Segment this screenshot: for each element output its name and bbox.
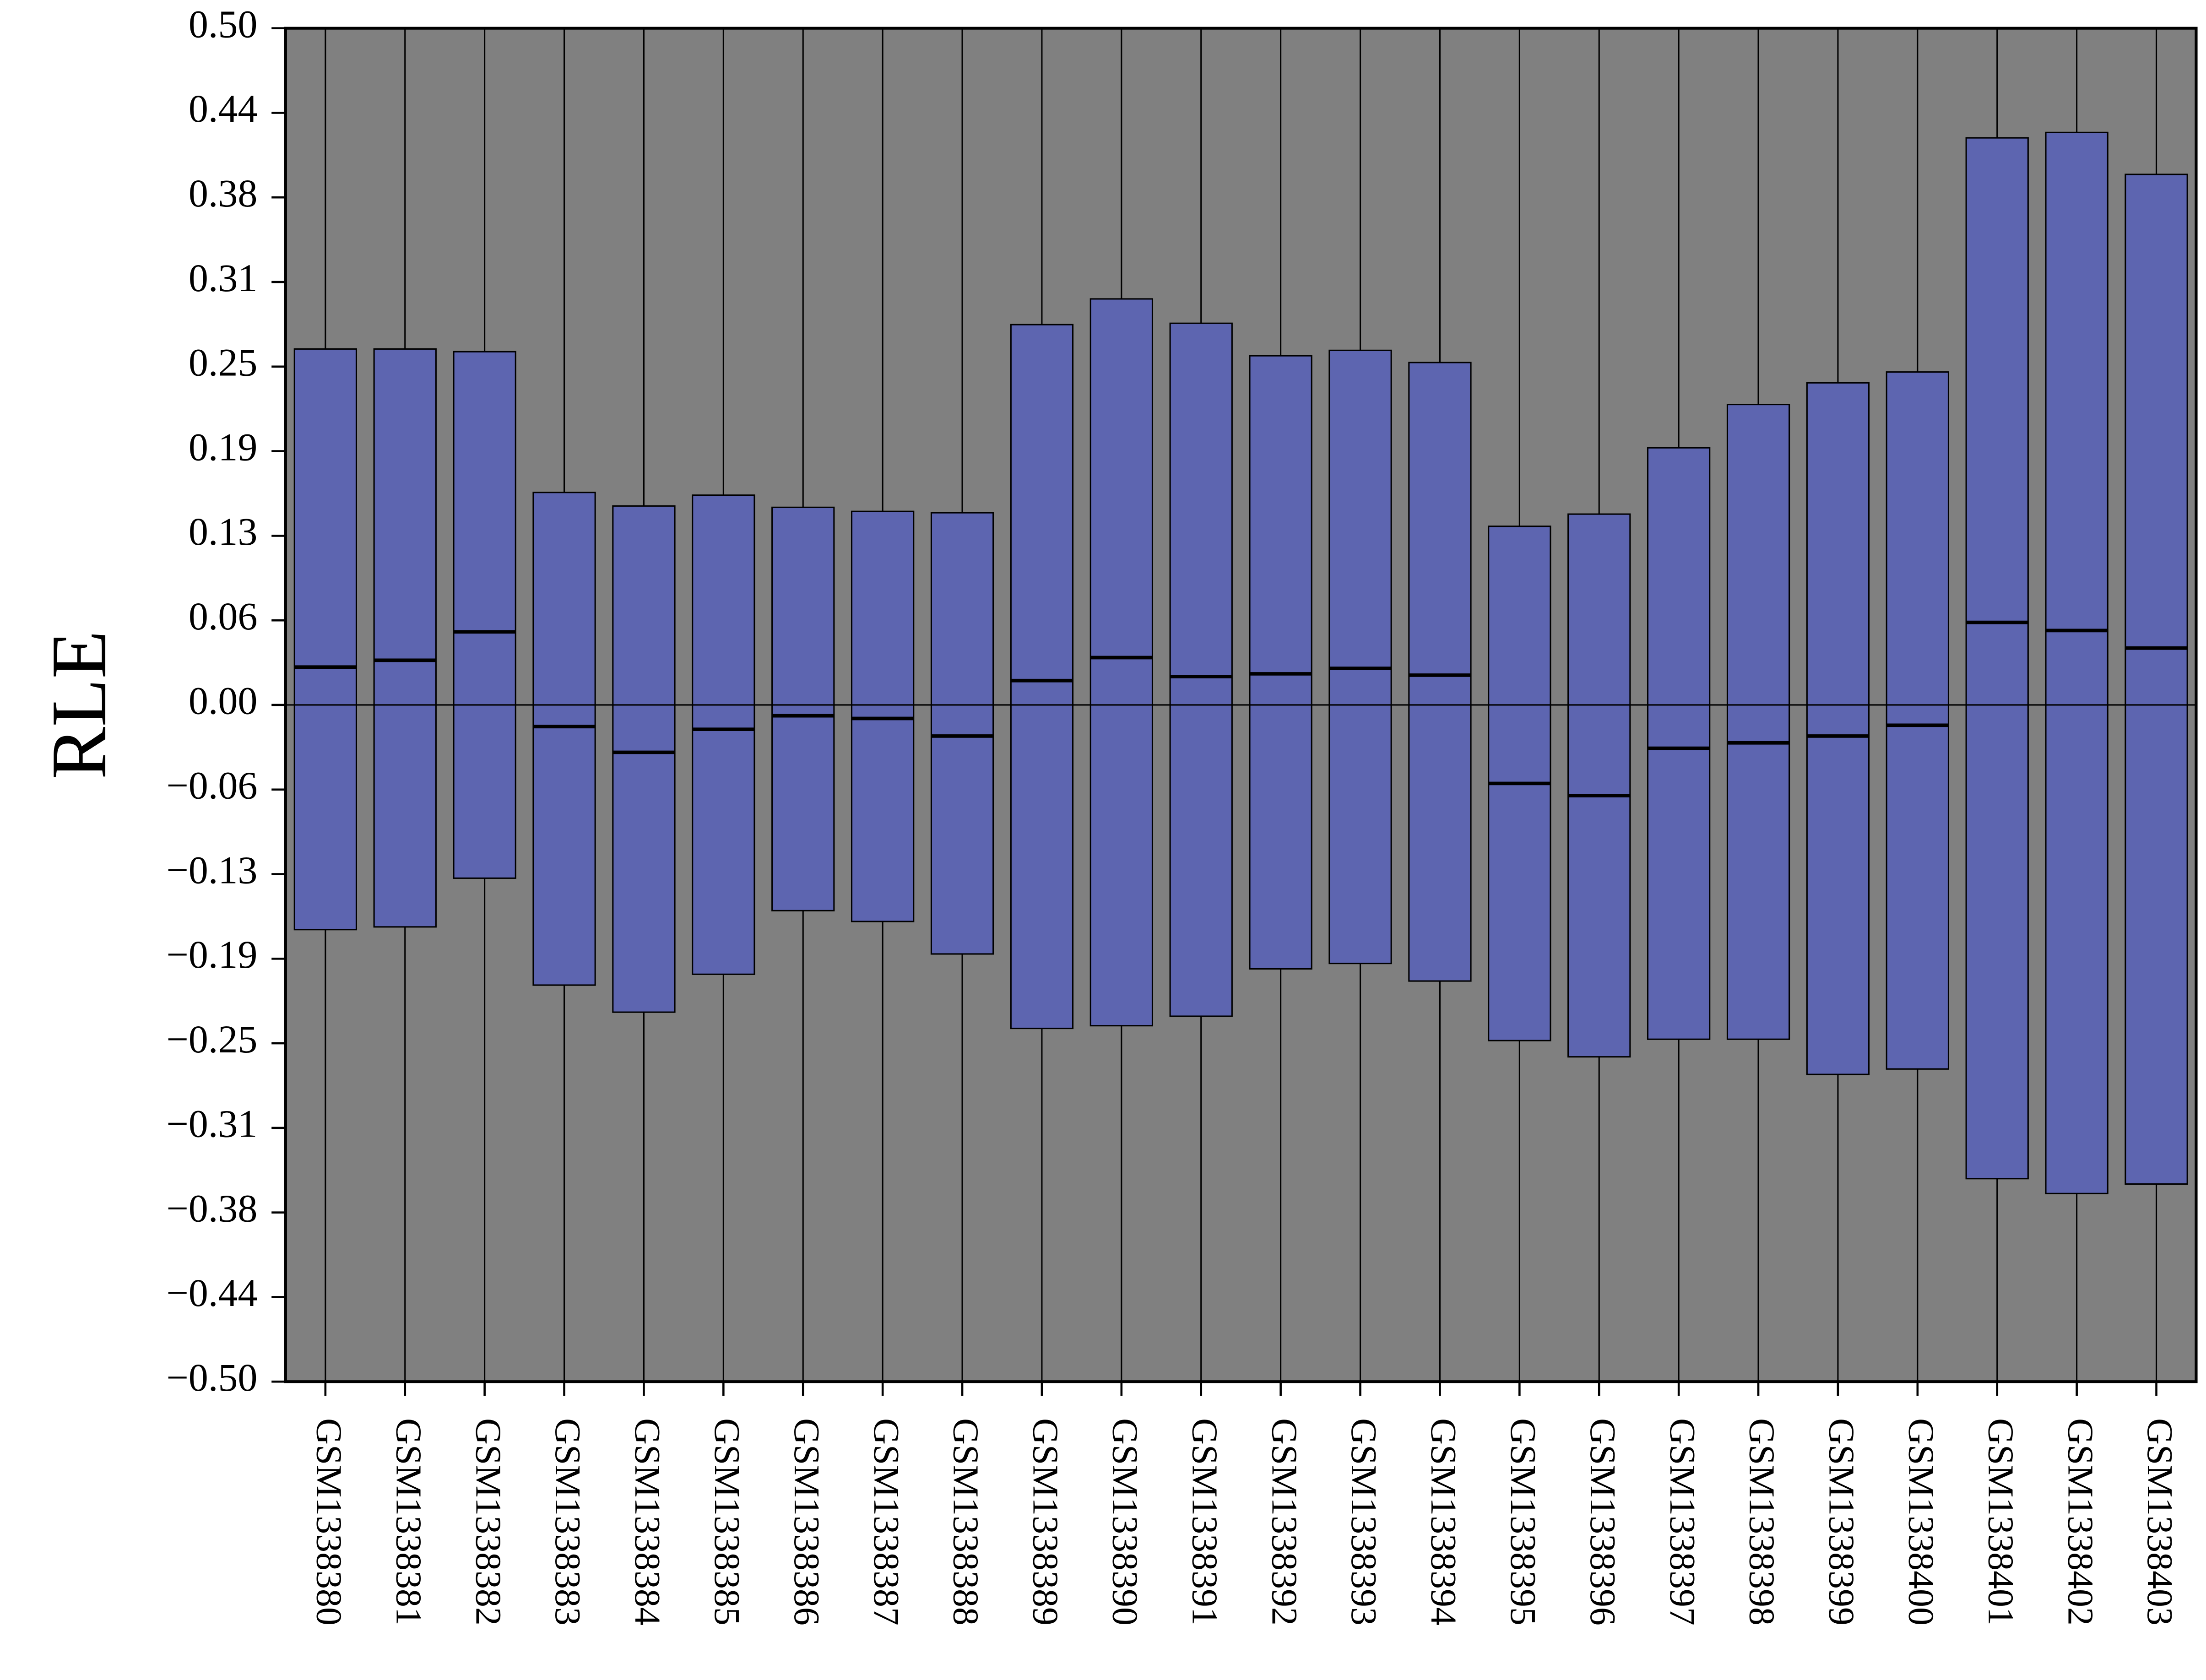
- x-tick-label: GSM1338396: [1583, 1418, 1623, 1626]
- x-tick-label: GSM1338381: [388, 1418, 428, 1626]
- y-tick-label: −0.44: [166, 1271, 257, 1315]
- y-tick-label: 0.19: [189, 425, 258, 469]
- y-tick-label: 0.44: [189, 87, 258, 130]
- x-tick-label: GSM1338390: [1105, 1418, 1145, 1626]
- x-tick-label: GSM1338387: [866, 1418, 906, 1626]
- box: [1408, 362, 1472, 982]
- x-tick-label: GSM1338382: [468, 1418, 508, 1626]
- y-tick-label: 0.38: [189, 171, 258, 215]
- box: [1806, 382, 1870, 1075]
- box: [453, 351, 516, 879]
- box: [692, 494, 755, 975]
- box: [293, 348, 357, 931]
- box: [1328, 349, 1392, 965]
- y-tick-label: −0.38: [166, 1186, 257, 1230]
- box: [1010, 324, 1074, 1030]
- y-tick-label: −0.13: [166, 848, 257, 892]
- x-tick-label: GSM1338389: [1025, 1418, 1066, 1626]
- box: [532, 492, 596, 986]
- x-tick-label: GSM1338400: [1901, 1418, 1941, 1626]
- x-tick-label: GSM1338392: [1264, 1418, 1304, 1626]
- x-tick-label: GSM1338398: [1742, 1418, 1782, 1626]
- box: [612, 505, 676, 1013]
- x-tick-label: GSM1338383: [547, 1418, 588, 1626]
- x-tick-label: GSM1338397: [1662, 1418, 1702, 1626]
- box: [771, 506, 835, 911]
- y-tick-label: 0.13: [189, 509, 258, 553]
- y-tick-label: −0.50: [166, 1355, 257, 1399]
- x-tick-label: GSM1338388: [946, 1418, 986, 1626]
- y-tick-label: −0.19: [166, 932, 257, 976]
- x-tick-label: GSM1338391: [1184, 1418, 1225, 1626]
- box: [851, 510, 915, 922]
- y-tick-label: 0.00: [189, 679, 258, 723]
- y-tick-label: 0.50: [189, 2, 258, 46]
- x-tick-label: GSM1338395: [1503, 1418, 1543, 1626]
- y-tick-label: −0.25: [166, 1017, 257, 1061]
- box: [930, 512, 994, 955]
- box: [1965, 137, 2029, 1180]
- x-tick-label: GSM1338399: [1821, 1418, 1862, 1626]
- x-tick-label: GSM1338401: [1980, 1418, 2021, 1626]
- box: [1567, 513, 1631, 1058]
- box: [2045, 131, 2108, 1194]
- y-axis-label: RLE: [36, 630, 123, 779]
- box: [1647, 447, 1711, 1040]
- box: [1089, 298, 1153, 1027]
- box: [2125, 173, 2188, 1185]
- box: [1886, 371, 1949, 1070]
- plot-frame: [284, 27, 2198, 1383]
- x-tick-label: GSM1338386: [786, 1418, 827, 1626]
- box: [1249, 355, 1312, 970]
- y-tick-label: 0.25: [189, 341, 258, 385]
- x-tick-label: GSM1338403: [2140, 1418, 2180, 1626]
- x-tick-label: GSM1338385: [707, 1418, 747, 1626]
- x-tick-label: GSM1338384: [627, 1418, 667, 1626]
- y-tick-label: 0.06: [189, 594, 258, 638]
- x-tick-label: GSM1338394: [1423, 1418, 1463, 1626]
- box: [373, 348, 437, 928]
- x-tick-label: GSM1338402: [2060, 1418, 2100, 1626]
- y-tick-label: 0.31: [189, 256, 258, 300]
- y-tick-label: −0.06: [166, 763, 257, 807]
- y-tick-label: −0.31: [166, 1102, 257, 1146]
- box: [1726, 404, 1790, 1040]
- box: [1169, 322, 1233, 1017]
- x-tick-label: GSM1338380: [309, 1418, 349, 1626]
- x-tick-label: GSM1338393: [1344, 1418, 1384, 1626]
